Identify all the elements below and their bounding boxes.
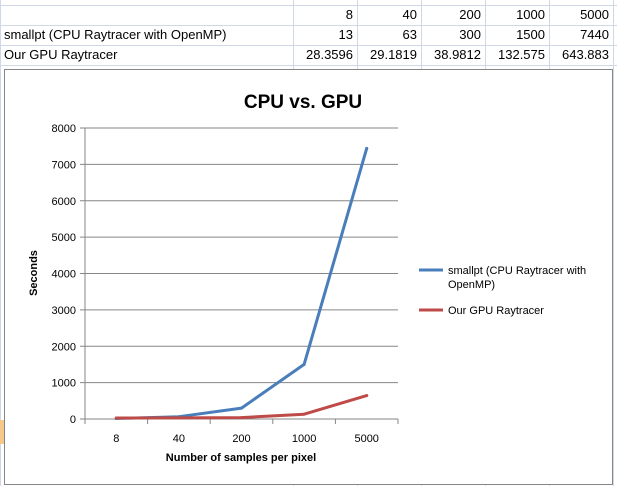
x-tick-label: 200 — [232, 433, 250, 445]
legend-item: smallpt (CPU Raytracer with OpenMP) — [419, 265, 586, 291]
chart-title: CPU vs. GPU — [244, 92, 362, 113]
data-point — [240, 416, 243, 420]
x-axis-ticks: 8 40 200 1000 5000 — [84, 419, 399, 445]
row-divider — [0, 45, 617, 46]
x-tick-label: 8 — [113, 433, 119, 445]
row-divider — [0, 5, 617, 6]
y-tick-label: 4000 — [52, 269, 76, 281]
data-point — [114, 416, 118, 420]
legend-label: smallpt (CPU Raytracer with OpenMP) — [448, 265, 586, 291]
legend: smallpt (CPU Raytracer with OpenMP) Our GP… — [419, 265, 586, 317]
legend-label: Our GPU Raytracer — [448, 305, 544, 317]
table-cell[interactable]: 1500 — [516, 27, 545, 42]
table-cell[interactable]: 13 — [338, 27, 353, 42]
data-point — [177, 416, 181, 420]
table-cell[interactable]: 38.9812 — [434, 47, 481, 62]
y-axis-label: Seconds — [28, 250, 40, 296]
table-header-cell[interactable]: 200 — [459, 7, 481, 22]
data-point — [302, 412, 306, 416]
table-cell[interactable]: 132.575 — [498, 47, 545, 62]
series-lines — [114, 146, 369, 421]
legend-item: Our GPU Raytracer — [419, 305, 544, 317]
y-tick-label: 6000 — [52, 196, 76, 208]
table-header-cell[interactable]: 5000 — [580, 7, 609, 22]
y-tick-label: 1000 — [52, 378, 76, 390]
data-point — [365, 146, 369, 150]
data-point — [302, 362, 306, 366]
y-tick-label: 0 — [70, 414, 76, 426]
y-tick-label: 5000 — [52, 232, 76, 244]
table-cell[interactable]: 300 — [459, 27, 481, 42]
table-cell[interactable]: 29.1819 — [370, 47, 417, 62]
y-tick-label: 2000 — [52, 341, 76, 353]
table-header-cell[interactable]: 40 — [402, 7, 417, 22]
x-tick-label: 40 — [173, 433, 185, 445]
chart-object[interactable]: CPU vs. GPU 0 1000 2000 3000 4000 5000 6000 700… — [4, 69, 613, 485]
table-row-label[interactable]: smallpt (CPU Raytracer with OpenMP) — [4, 27, 227, 42]
selected-row-marker — [0, 420, 4, 444]
table-cell[interactable]: 63 — [402, 27, 417, 42]
y-tick-label: 7000 — [52, 159, 76, 171]
column-divider — [613, 0, 614, 486]
row-divider — [0, 25, 617, 26]
y-axis-ticks: 0 1000 2000 3000 4000 5000 6000 7000 8000 — [52, 123, 85, 426]
table-cell[interactable]: 28.3596 — [306, 47, 353, 62]
data-point — [240, 406, 243, 410]
x-axis-label: Number of samples per pixel — [166, 452, 316, 464]
y-tick-label: 8000 — [52, 123, 76, 135]
x-tick-label: 1000 — [292, 433, 316, 445]
table-header-cell[interactable]: 8 — [345, 7, 353, 22]
y-tick-label: 3000 — [52, 305, 76, 317]
series-line-cpu — [114, 146, 369, 420]
data-point — [365, 394, 369, 398]
gridlines — [85, 127, 398, 384]
x-tick-label: 5000 — [354, 433, 378, 445]
table-cell[interactable]: 643.883 — [562, 47, 609, 62]
table-row-label[interactable]: Our GPU Raytracer — [4, 47, 118, 62]
table-header-cell[interactable]: 1000 — [516, 7, 545, 22]
row-divider — [0, 65, 617, 66]
table-cell[interactable]: 7440 — [580, 27, 609, 42]
line-chart: CPU vs. GPU 0 1000 2000 3000 4000 5000 6000 700… — [28, 92, 586, 464]
column-divider — [0, 0, 1, 486]
